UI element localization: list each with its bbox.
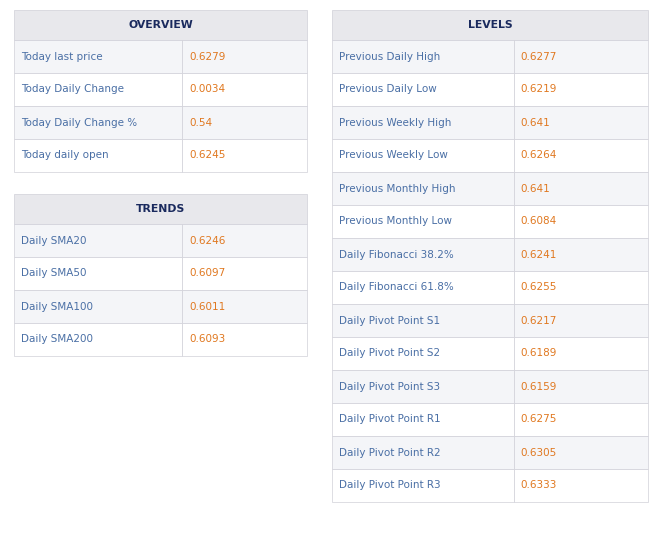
Text: 0.0034: 0.0034 xyxy=(190,84,225,95)
Bar xyxy=(332,403,514,436)
Text: 0.6255: 0.6255 xyxy=(521,282,557,293)
Text: Daily Pivot Point S3: Daily Pivot Point S3 xyxy=(339,381,440,392)
Text: Daily Pivot Point R3: Daily Pivot Point R3 xyxy=(339,480,441,491)
Bar xyxy=(332,172,514,205)
Text: 0.6264: 0.6264 xyxy=(521,150,557,161)
Bar xyxy=(14,194,307,224)
Text: Daily Pivot Point S2: Daily Pivot Point S2 xyxy=(339,348,440,359)
Text: 0.641: 0.641 xyxy=(521,117,550,128)
Bar xyxy=(514,73,648,106)
Bar xyxy=(183,290,307,323)
Text: Today Daily Change: Today Daily Change xyxy=(21,84,124,95)
Text: 0.6189: 0.6189 xyxy=(521,348,557,359)
Text: 0.6333: 0.6333 xyxy=(521,480,557,491)
Text: 0.6084: 0.6084 xyxy=(521,216,557,227)
Text: Daily Pivot Point R2: Daily Pivot Point R2 xyxy=(339,447,441,458)
Text: 0.54: 0.54 xyxy=(190,117,213,128)
Bar xyxy=(332,304,514,337)
Text: Previous Weekly Low: Previous Weekly Low xyxy=(339,150,448,161)
Bar xyxy=(332,469,514,502)
Text: 0.6275: 0.6275 xyxy=(521,414,557,425)
Text: Daily SMA20: Daily SMA20 xyxy=(21,235,86,246)
Bar xyxy=(332,40,514,73)
Text: 0.6305: 0.6305 xyxy=(521,447,557,458)
Bar xyxy=(332,106,514,139)
Bar xyxy=(332,139,514,172)
Text: Previous Monthly High: Previous Monthly High xyxy=(339,183,455,194)
Text: 0.6093: 0.6093 xyxy=(190,334,226,345)
Text: OVERVIEW: OVERVIEW xyxy=(128,20,193,30)
Text: 0.6245: 0.6245 xyxy=(190,150,226,161)
Bar xyxy=(183,224,307,257)
Bar xyxy=(14,257,183,290)
Bar xyxy=(514,139,648,172)
Text: Daily SMA200: Daily SMA200 xyxy=(21,334,93,345)
Bar xyxy=(514,403,648,436)
Bar xyxy=(514,106,648,139)
Bar xyxy=(14,106,183,139)
Bar xyxy=(514,370,648,403)
Bar xyxy=(332,205,514,238)
Bar xyxy=(183,139,307,172)
Text: 0.6277: 0.6277 xyxy=(521,51,557,62)
Bar xyxy=(183,106,307,139)
Bar xyxy=(14,40,183,73)
Text: Daily Fibonacci 38.2%: Daily Fibonacci 38.2% xyxy=(339,249,454,260)
Text: 0.6246: 0.6246 xyxy=(190,235,226,246)
Bar xyxy=(14,139,183,172)
Text: Daily Fibonacci 61.8%: Daily Fibonacci 61.8% xyxy=(339,282,454,293)
Bar xyxy=(514,238,648,271)
Bar xyxy=(514,205,648,238)
Text: Daily Pivot Point S1: Daily Pivot Point S1 xyxy=(339,315,440,326)
Text: LEVELS: LEVELS xyxy=(468,20,512,30)
Bar xyxy=(514,172,648,205)
Bar xyxy=(14,73,183,106)
Bar xyxy=(332,337,514,370)
Bar xyxy=(514,337,648,370)
Bar xyxy=(514,304,648,337)
Text: 0.6241: 0.6241 xyxy=(521,249,557,260)
Bar xyxy=(332,238,514,271)
Text: Previous Monthly Low: Previous Monthly Low xyxy=(339,216,452,227)
Bar xyxy=(332,436,514,469)
Text: Daily SMA100: Daily SMA100 xyxy=(21,301,93,312)
Text: Today Daily Change %: Today Daily Change % xyxy=(21,117,137,128)
Text: 0.6219: 0.6219 xyxy=(521,84,557,95)
Bar xyxy=(514,40,648,73)
Text: 0.6097: 0.6097 xyxy=(190,268,226,279)
Bar xyxy=(514,436,648,469)
Text: Daily SMA50: Daily SMA50 xyxy=(21,268,86,279)
Bar xyxy=(183,323,307,356)
Bar xyxy=(514,271,648,304)
Text: Today last price: Today last price xyxy=(21,51,103,62)
Text: Previous Daily High: Previous Daily High xyxy=(339,51,440,62)
Bar xyxy=(332,10,648,40)
Text: Previous Daily Low: Previous Daily Low xyxy=(339,84,437,95)
Text: 0.6279: 0.6279 xyxy=(190,51,226,62)
Bar xyxy=(14,224,183,257)
Bar xyxy=(14,290,183,323)
Bar xyxy=(183,73,307,106)
Text: 0.6011: 0.6011 xyxy=(190,301,226,312)
Text: TRENDS: TRENDS xyxy=(136,204,185,214)
Bar xyxy=(332,271,514,304)
Text: Today daily open: Today daily open xyxy=(21,150,109,161)
Bar xyxy=(183,40,307,73)
Bar xyxy=(14,10,307,40)
Text: Daily Pivot Point R1: Daily Pivot Point R1 xyxy=(339,414,441,425)
Text: Previous Weekly High: Previous Weekly High xyxy=(339,117,451,128)
Text: 0.641: 0.641 xyxy=(521,183,550,194)
Text: 0.6159: 0.6159 xyxy=(521,381,557,392)
Bar xyxy=(514,469,648,502)
Bar xyxy=(332,370,514,403)
Bar xyxy=(14,323,183,356)
Bar xyxy=(332,73,514,106)
Text: 0.6217: 0.6217 xyxy=(521,315,557,326)
Bar xyxy=(183,257,307,290)
